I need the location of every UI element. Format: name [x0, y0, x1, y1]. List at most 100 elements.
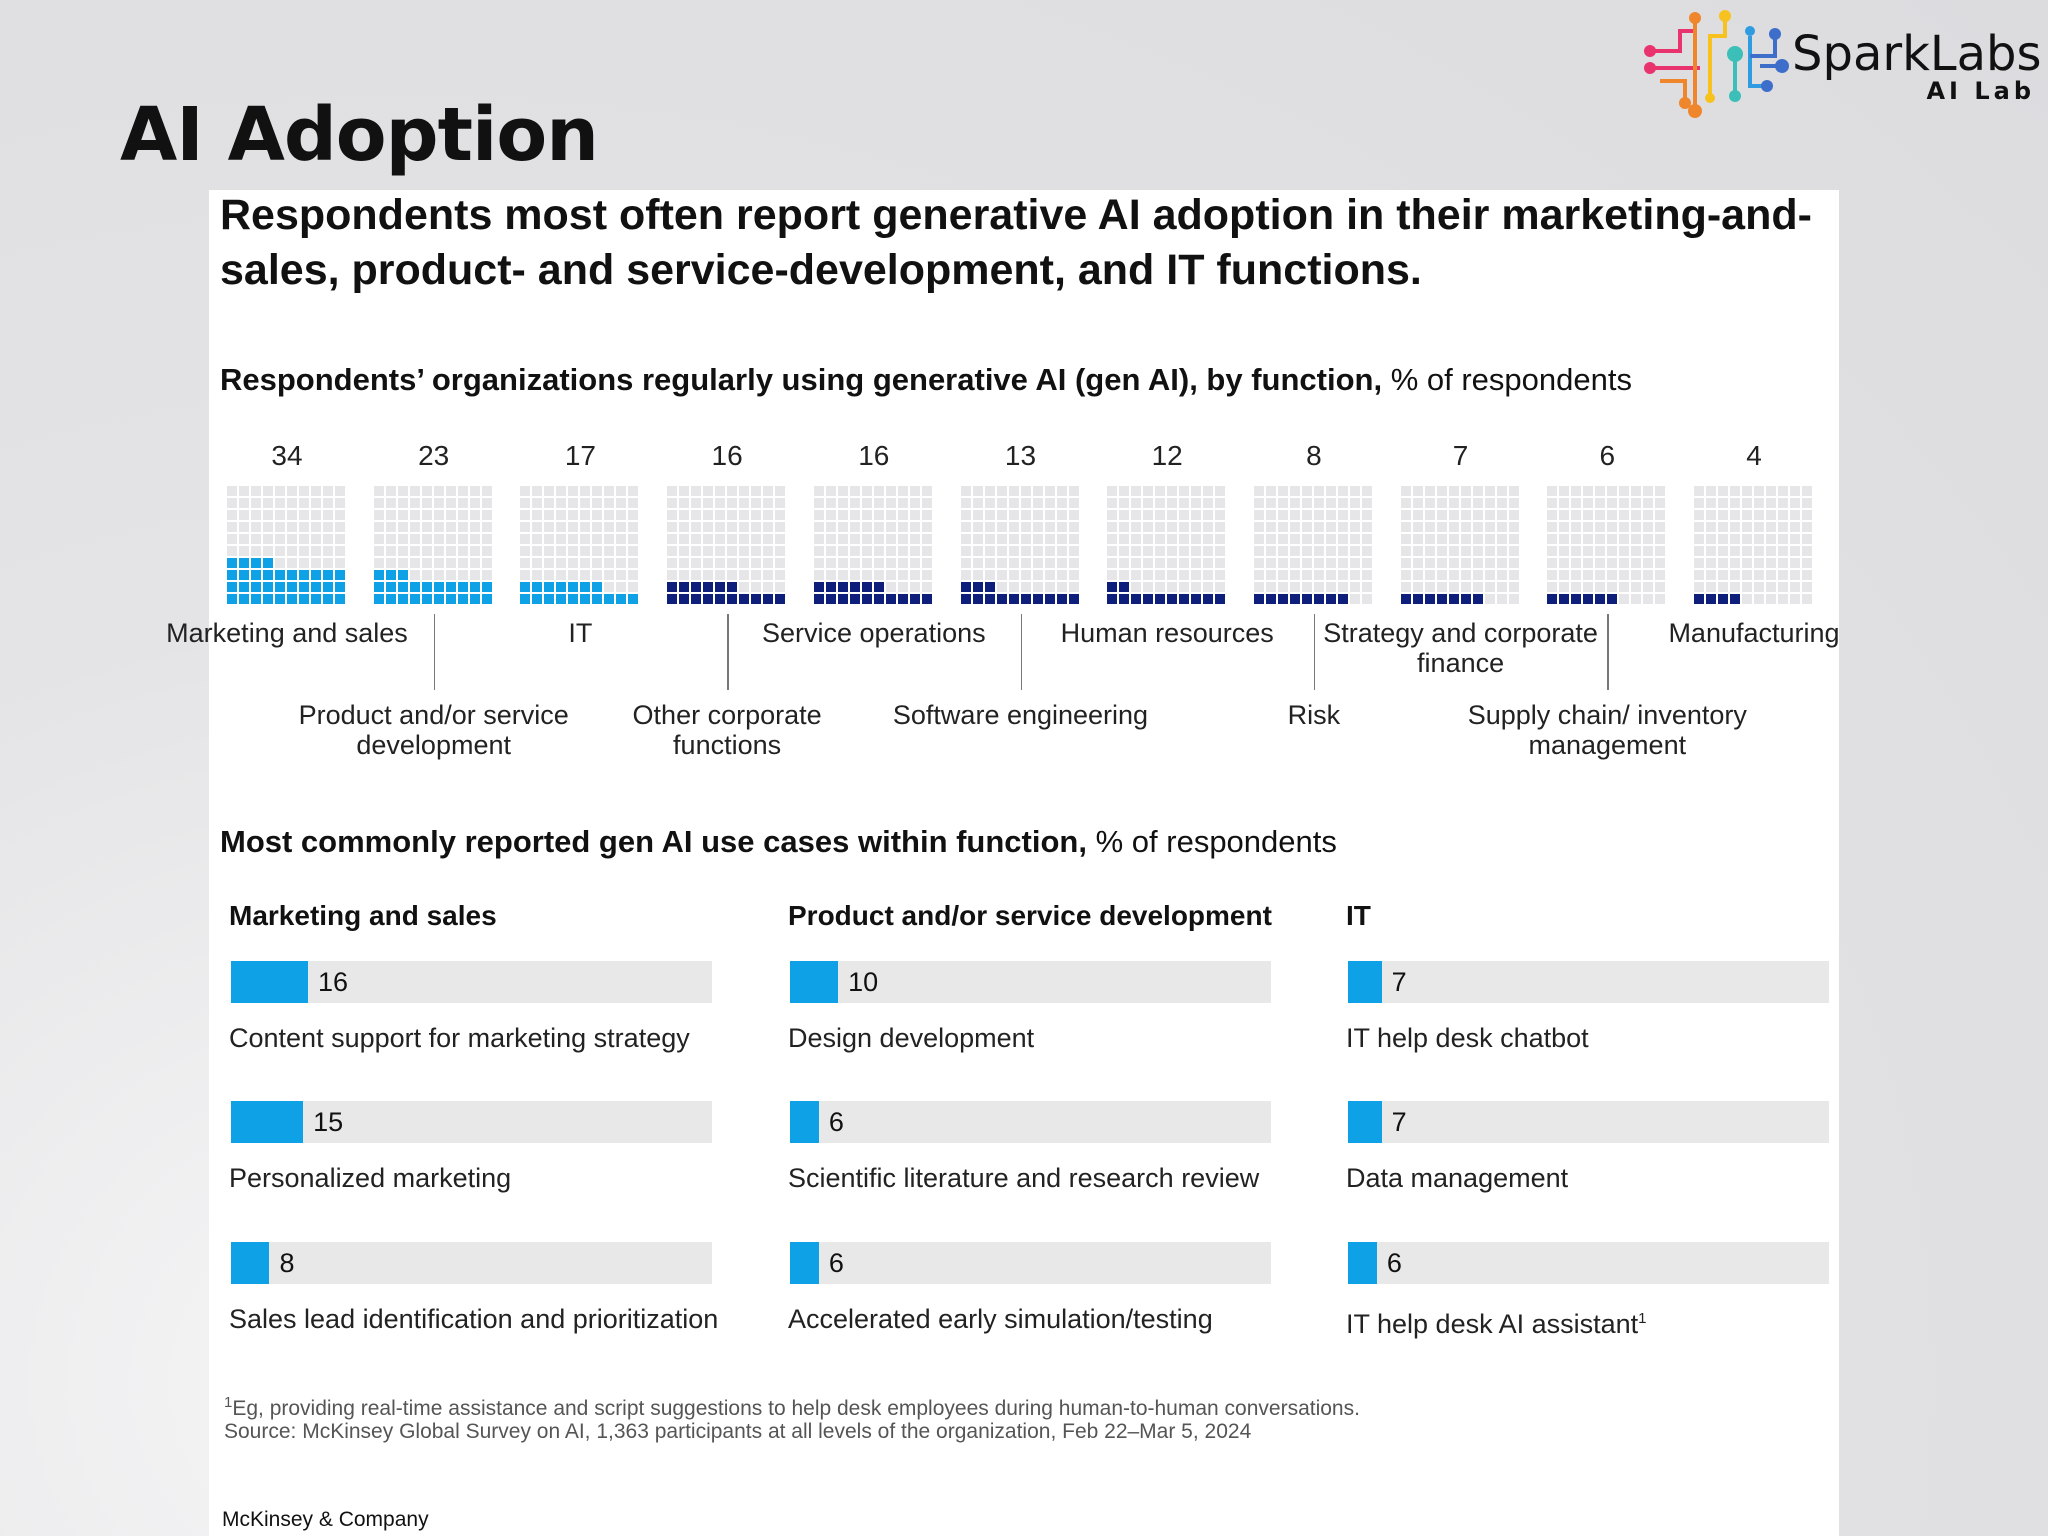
waffle-cell-empty — [1313, 570, 1324, 580]
waffle-cell-empty — [1131, 522, 1142, 532]
waffle-cell-empty — [1730, 510, 1740, 520]
waffle-cell-empty — [481, 498, 492, 508]
waffle-cell-empty — [1155, 558, 1166, 568]
waffle-cell-empty — [1730, 546, 1740, 556]
waffle-cell-empty — [1020, 486, 1031, 496]
waffle-cell-empty — [1361, 582, 1372, 592]
waffle-cell-empty — [1167, 510, 1178, 520]
waffle-cell-empty — [1730, 522, 1740, 532]
waffle-cell-empty — [1742, 546, 1752, 556]
waffle-cell-empty — [667, 522, 678, 532]
waffle-cell-empty — [1044, 522, 1055, 532]
waffle-cell-empty — [739, 498, 750, 508]
waffle-cell-empty — [1595, 498, 1606, 508]
waffle-cell-empty — [909, 558, 920, 568]
waffle-cell-empty — [1301, 534, 1312, 544]
waffle-cell-empty — [1547, 558, 1558, 568]
waffle-cell-empty — [1802, 534, 1812, 544]
bar-fill — [231, 961, 308, 1003]
waffle-cell-empty — [1056, 582, 1067, 592]
waffle-grid — [373, 486, 494, 604]
waffle-cell-empty — [239, 546, 249, 556]
waffle-cell-empty — [1766, 486, 1776, 496]
waffle-cell-empty — [1361, 570, 1372, 580]
waffle-cell-empty — [1484, 522, 1495, 532]
waffle-cell-empty — [775, 498, 786, 508]
waffle-cell-filled — [481, 582, 492, 592]
waffle-value-label: 12 — [1151, 440, 1183, 471]
waffle-grid — [1253, 486, 1374, 604]
waffle-cell-empty — [556, 546, 567, 556]
waffle-cell-empty — [287, 534, 297, 544]
waffle-cell-filled — [739, 594, 750, 604]
usecase-group-header: Marketing and sales — [229, 900, 497, 931]
waffle-cell-empty — [1215, 498, 1226, 508]
waffle-cell-empty — [1265, 534, 1276, 544]
waffle-cell-empty — [813, 534, 824, 544]
waffle-cell-empty — [556, 558, 567, 568]
waffle-cell-empty — [433, 570, 444, 580]
waffle-cell-empty — [1619, 558, 1630, 568]
waffle-cell-empty — [373, 486, 384, 496]
waffle-cell-empty — [1143, 510, 1154, 520]
waffle-cell-empty — [1044, 534, 1055, 544]
waffle-cell-empty — [1400, 570, 1411, 580]
waffle-cell-empty — [1179, 510, 1190, 520]
waffle-cell-empty — [703, 486, 714, 496]
bar-track: 16 — [231, 961, 712, 1003]
usecase-label-text: Sales lead identification and prioritiza… — [229, 1304, 719, 1334]
waffle-cell-empty — [1131, 558, 1142, 568]
waffle-cell-empty — [556, 510, 567, 520]
waffle-cell-empty — [861, 522, 872, 532]
waffle-cell-empty — [287, 510, 297, 520]
waffle-cell-empty — [960, 486, 971, 496]
waffle-cell-filled — [335, 594, 345, 604]
waffle-cell-empty — [1631, 486, 1642, 496]
waffle-chart-title: Respondents’ organizations regularly usi… — [220, 362, 1830, 398]
waffle-cell-empty — [1289, 522, 1300, 532]
waffle-cell-empty — [1167, 570, 1178, 580]
waffle-cell-filled — [1436, 594, 1447, 604]
waffle-cell-empty — [311, 558, 321, 568]
waffle-cell-empty — [751, 522, 762, 532]
waffle-cell-empty — [1742, 522, 1752, 532]
waffle-cell-empty — [715, 498, 726, 508]
waffle-cell-empty — [1583, 486, 1594, 496]
waffle-cell-empty — [1424, 582, 1435, 592]
waffle-grid — [960, 486, 1081, 604]
waffle-cell-empty — [1436, 510, 1447, 520]
waffle-cell-empty — [1143, 582, 1154, 592]
waffle-cell-filled — [251, 570, 261, 580]
waffle-cell-empty — [763, 534, 774, 544]
waffle-cell-empty — [1655, 546, 1666, 556]
waffle-cell-filled — [299, 582, 309, 592]
waffle-cell-empty — [960, 510, 971, 520]
waffle-cell-empty — [1559, 522, 1570, 532]
waffle-cell-empty — [1790, 522, 1800, 532]
waffle-cell-empty — [1718, 486, 1728, 496]
waffle-cell-empty — [1547, 546, 1558, 556]
waffle-cell-empty — [1265, 570, 1276, 580]
waffle-cell-empty — [1730, 534, 1740, 544]
waffle-cell-empty — [1191, 510, 1202, 520]
waffle-cell-empty — [1508, 558, 1519, 568]
waffle-cell-empty — [1179, 558, 1190, 568]
waffle-cell-empty — [897, 558, 908, 568]
waffle-cell-filled — [667, 582, 678, 592]
waffle-cell-empty — [1215, 582, 1226, 592]
waffle-cell-empty — [1313, 486, 1324, 496]
waffle-cell-empty — [1203, 510, 1214, 520]
waffle-cell-empty — [1167, 522, 1178, 532]
waffle-cell-empty — [679, 522, 690, 532]
bar-fill — [790, 1101, 819, 1143]
circuit-brain-icon: SparkLabs AI Lab — [1644, 10, 2042, 118]
waffle-cell-empty — [1313, 582, 1324, 592]
waffle-cell-empty — [544, 558, 555, 568]
waffle-cell-filled — [275, 582, 285, 592]
waffle-cell-empty — [1448, 558, 1459, 568]
waffle-cell-empty — [679, 486, 690, 496]
waffle-cell-empty — [409, 510, 420, 520]
waffle-cell-empty — [1424, 546, 1435, 556]
waffle-cell-empty — [885, 498, 896, 508]
waffle-cell-empty — [1056, 486, 1067, 496]
